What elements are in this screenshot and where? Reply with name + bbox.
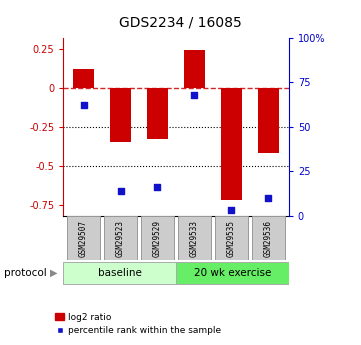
Point [155,185,160,190]
Point [229,208,234,213]
Bar [258,88,279,153]
Bar [178,216,211,260]
Bar [176,262,289,284]
Text: GSM29536: GSM29536 [264,219,273,257]
Bar [141,216,174,260]
Text: GDS2234 / 16085: GDS2234 / 16085 [119,16,242,30]
Bar [104,216,137,260]
Text: GSM29507: GSM29507 [79,219,88,257]
Text: ▶: ▶ [51,268,58,278]
Text: GSM29535: GSM29535 [227,219,236,257]
Bar [221,88,242,200]
Bar [110,88,131,142]
Bar [147,88,168,139]
Point [118,188,123,194]
Text: 20 wk exercise: 20 wk exercise [194,268,271,278]
Bar [73,69,94,88]
Text: GSM29529: GSM29529 [153,219,162,257]
Text: GSM29523: GSM29523 [116,219,125,257]
Legend: log2 ratio, percentile rank within the sample: log2 ratio, percentile rank within the s… [52,309,225,339]
Text: baseline: baseline [97,268,142,278]
Point [81,103,86,108]
Bar [252,216,285,260]
Text: GSM29533: GSM29533 [190,219,199,257]
Point [192,92,197,98]
Bar [184,50,205,88]
Text: protocol: protocol [4,268,46,278]
Point [266,195,271,201]
Bar [215,216,248,260]
Bar [63,262,176,284]
Bar [67,216,100,260]
